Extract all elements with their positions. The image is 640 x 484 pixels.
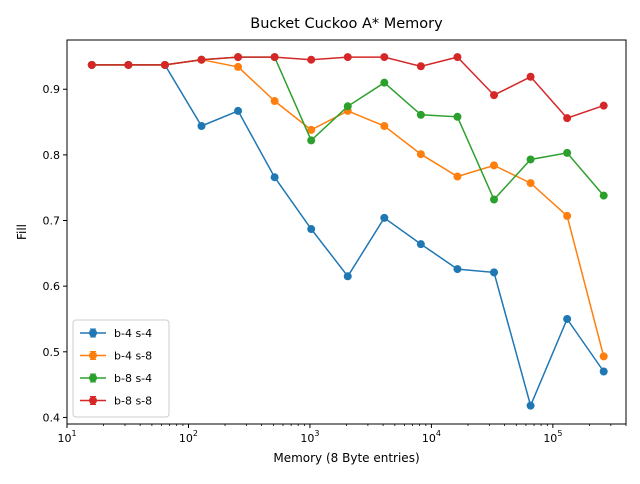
data-point (307, 225, 316, 234)
series-layer (87, 53, 608, 410)
legend-items: b-4 s-4 b-4 s-8 b-8 s-4 b-8 s-8 (80, 327, 152, 408)
data-point (490, 268, 499, 277)
data-point (234, 53, 243, 62)
legend-frame (72, 319, 170, 418)
legend-marker (89, 396, 97, 405)
legend-label: b-8 s-8 (114, 395, 152, 408)
legend-marker (89, 374, 97, 382)
data-point (490, 195, 499, 204)
x-tick-label: 105 (543, 429, 562, 445)
plot-frame (66, 39, 627, 425)
legend-label: b-8 s-4 (114, 372, 152, 385)
data-point (307, 125, 316, 134)
legend-entry: b-8 s-8 (80, 395, 152, 408)
y-tick-label: 0.4 (43, 411, 61, 424)
legend-label: b-4 s-8 (114, 350, 152, 363)
data-point (160, 60, 169, 69)
x-axis-label: Memory (8 Byte entries) (273, 451, 419, 465)
data-point (416, 62, 425, 71)
data-point (599, 101, 608, 110)
data-point (197, 55, 206, 64)
data-point (526, 72, 535, 81)
data-point (87, 60, 96, 69)
legend-entry: b-4 s-4 (80, 327, 152, 340)
x-tick-label: 102 (179, 429, 198, 445)
data-point (453, 172, 462, 181)
y-tick-label: 0.7 (43, 215, 61, 228)
y-tick-label: 0.6 (43, 280, 61, 293)
legend-entry: b-4 s-8 (80, 350, 152, 363)
y-tick-label: 0.8 (43, 149, 61, 162)
y-tick-label: 0.9 (43, 83, 61, 96)
legend-marker (89, 329, 97, 337)
x-tick-label: 104 (422, 429, 441, 445)
data-point (526, 155, 535, 164)
data-point (416, 150, 425, 159)
legend-entry: b-8 s-4 (80, 372, 152, 385)
data-point (453, 112, 462, 121)
data-point (563, 314, 572, 323)
y-axis-label: Fill (15, 224, 29, 240)
data-point (380, 213, 389, 222)
data-point (270, 97, 279, 106)
data-point (490, 161, 499, 170)
chart-title: Bucket Cuckoo A* Memory (250, 16, 443, 32)
data-point (490, 91, 499, 100)
x-tick-label: 103 (300, 429, 319, 445)
data-point (380, 53, 389, 62)
data-point (270, 53, 279, 62)
data-point (343, 53, 352, 62)
data-point (563, 114, 572, 123)
data-point (416, 110, 425, 119)
data-point (234, 106, 243, 115)
data-point (380, 121, 389, 130)
axis-ticks: 101 102 103 104 105 0.4 0.5 0.6 0.7 0.8 0.9 (43, 83, 627, 445)
data-point (599, 191, 608, 200)
y-tick-label: 0.5 (43, 346, 61, 359)
legend: b-4 s-4 b-4 s-8 b-8 s-4 b-8 s-8 (72, 319, 170, 418)
x-tick-label: 101 (57, 429, 76, 445)
data-point (307, 136, 316, 145)
series-b-8-s-8 (87, 53, 608, 123)
data-point (453, 53, 462, 62)
data-point (197, 121, 206, 130)
data-point (599, 352, 608, 361)
data-point (234, 62, 243, 71)
data-point (563, 148, 572, 157)
data-point (343, 102, 352, 111)
data-point (416, 240, 425, 249)
data-point (307, 55, 316, 64)
data-point (563, 211, 572, 220)
legend-marker (89, 351, 97, 360)
data-point (453, 265, 462, 274)
data-point (380, 78, 389, 87)
data-point (124, 60, 133, 69)
data-point (343, 272, 352, 281)
data-point (270, 173, 279, 182)
data-point (526, 401, 535, 410)
legend-label: b-4 s-4 (114, 327, 152, 340)
data-point (526, 179, 535, 188)
data-point (599, 367, 608, 376)
